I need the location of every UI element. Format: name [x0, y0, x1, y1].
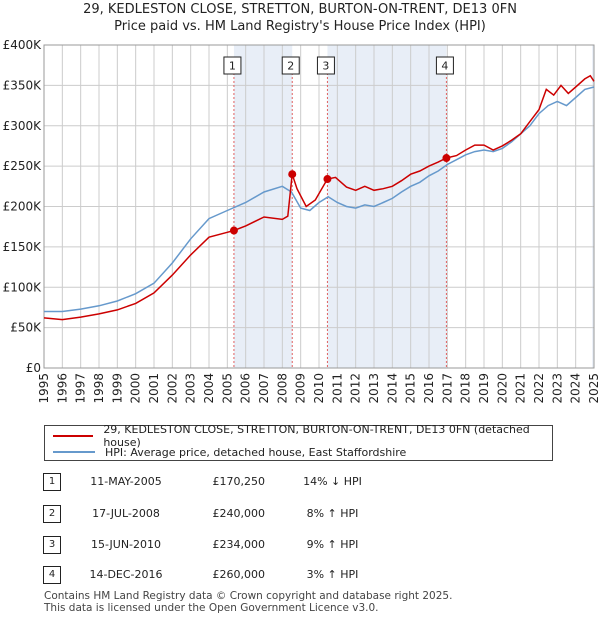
y-tick-label: £200K	[3, 200, 43, 214]
x-tick-label: 2012	[349, 373, 363, 404]
x-tick-label: 2014	[385, 373, 399, 404]
transaction-point	[442, 154, 451, 163]
x-tick-label: 2024	[569, 373, 583, 404]
transaction-point	[229, 226, 238, 235]
x-tick-label: 2011	[330, 373, 344, 404]
footer-copyright: Contains HM Land Registry data © Crown c…	[44, 590, 453, 602]
y-tick-label: £0	[26, 361, 41, 375]
transaction-price: £170,250	[212, 475, 266, 488]
transaction-price: £234,000	[212, 538, 266, 551]
legend-label-hpi: HPI: Average price, detached house, East…	[105, 445, 407, 459]
transaction-hpi: 14% ↓ HPI	[303, 475, 362, 488]
x-tick-label: 2016	[422, 373, 436, 404]
x-tick-label: 2023	[550, 373, 564, 404]
plot-frame	[43, 44, 595, 369]
x-tick-label: 1999	[110, 373, 124, 404]
x-tick-label: 2001	[147, 373, 161, 404]
x-tick-label: 2015	[404, 373, 418, 404]
transaction-row: 4 14-DEC-2016 £260,000 3% ↑ HPI	[0, 566, 600, 586]
y-tick-label: £50K	[10, 321, 42, 335]
footer-license: This data is licensed under the Open Gov…	[44, 602, 379, 614]
transaction-price: £260,000	[212, 568, 266, 581]
transaction-callout-box	[435, 56, 454, 75]
transaction-callout-label: 1	[229, 60, 236, 73]
transaction-date: 17-JUL-2008	[92, 507, 160, 520]
legend-swatch-property	[53, 435, 94, 437]
transaction-price: £240,000	[212, 507, 266, 520]
legend-item-property: 29, KEDLESTON CLOSE, STRETTON, BURTON-ON…	[45, 423, 552, 449]
x-tick-label: 2000	[129, 373, 143, 404]
x-tick-label: 2006	[239, 373, 253, 404]
x-tick-label: 2005	[220, 373, 234, 404]
x-tick-label: 2003	[184, 373, 198, 404]
x-tick-label: 2025	[587, 373, 600, 404]
x-tick-label: 2018	[459, 373, 473, 404]
x-tick-label: 1995	[37, 373, 51, 404]
transaction-date: 11-MAY-2005	[90, 475, 162, 488]
legend-label-property: 29, KEDLESTON CLOSE, STRETTON, BURTON-ON…	[103, 423, 530, 449]
legend-swatch-hpi	[53, 451, 95, 453]
transaction-point	[288, 170, 297, 179]
x-tick-label: 2020	[495, 373, 509, 404]
x-tick-label: 2017	[440, 373, 454, 404]
transaction-callout-box	[281, 56, 300, 75]
series-line-property	[43, 74, 595, 321]
transaction-hpi: 8% ↑ HPI	[306, 507, 359, 520]
transaction-number: 4	[43, 566, 61, 584]
transaction-callout-box	[223, 56, 242, 75]
transaction-number: 3	[43, 536, 61, 554]
x-tick-label: 2010	[312, 373, 326, 404]
x-tick-label: 2019	[477, 373, 491, 404]
transaction-callout-label: 3	[322, 60, 329, 73]
y-tick-label: £250K	[3, 159, 43, 173]
legend: 29, KEDLESTON CLOSE, STRETTON, BURTON-ON…	[44, 423, 553, 461]
x-tick-label: 2008	[275, 373, 289, 404]
transaction-hpi: 3% ↑ HPI	[306, 568, 359, 581]
x-tick-label: 1998	[92, 373, 106, 404]
y-tick-label: £400K	[3, 38, 43, 52]
x-tick-label: 2013	[367, 373, 381, 404]
y-tick-label: £150K	[3, 240, 43, 254]
x-tick-label: 2022	[532, 373, 546, 404]
x-tick-label: 2021	[514, 373, 528, 404]
transaction-callout-box	[316, 56, 335, 75]
transaction-callout-label: 2	[287, 60, 294, 73]
y-tick-label: £100K	[3, 280, 43, 294]
x-tick-label: 1997	[74, 373, 88, 404]
transaction-row: 2 17-JUL-2008 £240,000 8% ↑ HPI	[0, 505, 600, 525]
transaction-number: 1	[43, 473, 61, 491]
x-tick-label: 2009	[294, 373, 308, 404]
transaction-number: 2	[43, 505, 61, 523]
transaction-hpi: 9% ↑ HPI	[306, 538, 359, 551]
legend-item-hpi: HPI: Average price, detached house, East…	[45, 444, 406, 460]
transaction-point	[323, 175, 332, 184]
chart-title-line1: 29, KEDLESTON CLOSE, STRETTON, BURTON-ON…	[83, 2, 517, 17]
y-tick-label: £350K	[3, 78, 43, 92]
transaction-date: 15-JUN-2010	[90, 538, 162, 551]
x-tick-label: 2007	[257, 373, 271, 404]
chart-title-line2: Price paid vs. HM Land Registry's House …	[114, 19, 486, 34]
x-tick-label: 2004	[202, 373, 216, 404]
y-tick-label: £300K	[3, 119, 43, 133]
price-chart: 1 2 3 4 1995 1996 1997 1998 1999 2000 2001 2002 200…	[3, 38, 600, 404]
x-tick-label: 2002	[165, 373, 179, 404]
x-tick-label: 1996	[55, 373, 69, 404]
transaction-callout-label: 4	[441, 60, 448, 73]
transaction-row: 3 15-JUN-2010 £234,000 9% ↑ HPI	[0, 536, 600, 556]
transaction-row: 1 11-MAY-2005 £170,250 14% ↓ HPI	[0, 473, 600, 493]
transaction-date: 14-DEC-2016	[89, 568, 163, 581]
